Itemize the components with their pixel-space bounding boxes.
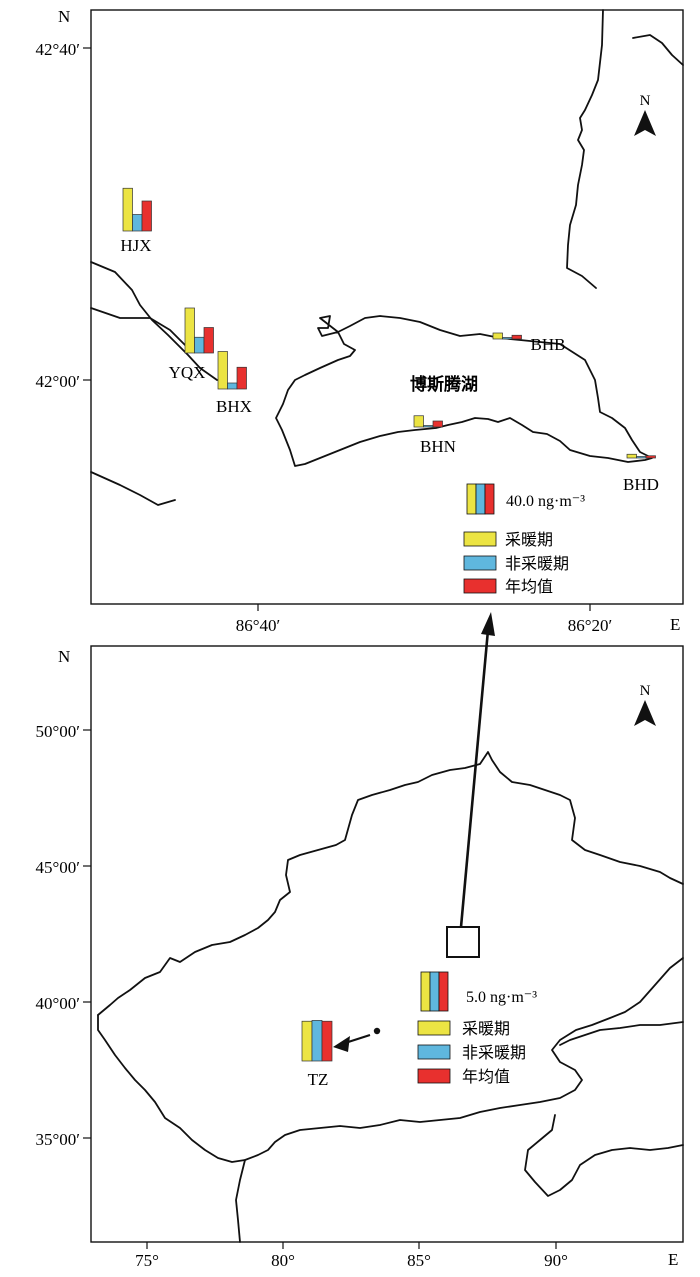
province-border [524, 1114, 684, 1197]
legend-swatch-annual [417, 1068, 451, 1084]
lower-compass-icon: N [634, 683, 656, 726]
upper-station-bars [122, 187, 656, 459]
lower-lat-label: 45°00′ [35, 858, 80, 877]
lower-lat-label: 50°00′ [35, 722, 80, 741]
bar-bhn-non-heating [423, 425, 434, 428]
station-label-bhd: BHD [623, 475, 659, 494]
bar-bhd-heating [626, 453, 637, 459]
legend-label-annual: 年均值 [462, 1067, 510, 1086]
lower-lon-label: 75° [135, 1251, 159, 1270]
tz-pointer-arrowhead-icon [333, 1036, 350, 1052]
station-label-bhx: BHX [216, 397, 252, 416]
connector-line [459, 629, 490, 928]
tz-location-dot [373, 1027, 381, 1035]
bar-hjx-heating [122, 187, 133, 232]
bar-bhx-annual [236, 366, 247, 390]
bar-yqx-heating [184, 307, 195, 354]
bar-bhb-annual [511, 334, 522, 340]
station-label-hjx: HJX [120, 236, 151, 255]
bar-bhn-annual [432, 420, 443, 428]
lower-axis-east-label: E [668, 1250, 678, 1269]
province-border [235, 1159, 246, 1243]
upper-axis-east-label: E [670, 615, 680, 634]
river-line [632, 34, 684, 66]
upper-scale-label: 40.0 ng·m⁻³ [506, 493, 585, 510]
lower-lon-label: 90° [544, 1251, 568, 1270]
legend-swatch-non-heating [417, 1044, 451, 1060]
lower-map: N E 50°00′ 45°00′ 40°00′ 35°00′ 75° 80° … [35, 645, 684, 1270]
upper-lat-label: 42°00′ [35, 372, 80, 391]
lake-name-label: 博斯腾湖 [410, 374, 478, 395]
bar-bhn-heating [413, 415, 424, 428]
bar-bhd-non-heating [636, 456, 647, 459]
bar-yqx-non-heating [194, 336, 205, 354]
river-line [566, 9, 604, 289]
scale-bar-non-heating [429, 971, 440, 1012]
connector-arrowhead-icon [481, 612, 495, 636]
scale-bar-non-heating [475, 483, 486, 515]
bar-bhb-non-heating [502, 337, 513, 340]
lower-lat-label: 35°00′ [35, 1130, 80, 1149]
bar-bhd-annual [645, 455, 656, 459]
scale-bar-annual [484, 483, 495, 515]
upper-lon-label: 86°20′ [568, 616, 613, 635]
lower-scale-label: 5.0 ng·m⁻³ [466, 989, 537, 1006]
north-arrow-icon [634, 700, 656, 726]
legend-label-annual: 年均值 [505, 577, 553, 596]
lower-lon-label: 80° [271, 1251, 295, 1270]
region-border [97, 957, 684, 1163]
legend-swatch-heating [463, 531, 497, 547]
station-label-bhb: BHB [531, 335, 566, 354]
legend-label-heating: 采暖期 [505, 530, 553, 549]
legend-label-non-heating: 非采暖期 [462, 1043, 526, 1062]
lower-legend: 采暖期 非采暖期 年均值 [417, 1019, 526, 1086]
scale-bar-annual [438, 971, 449, 1012]
scale-bar-heating [466, 483, 477, 515]
river-line [90, 307, 186, 346]
legend-swatch-non-heating [463, 555, 497, 571]
tz-location-pointer [333, 1027, 381, 1052]
bar-bhx-non-heating [227, 382, 238, 390]
upper-legend: 采暖期 非采暖期 年均值 [463, 530, 569, 596]
lower-scale-bar: 5.0 ng·m⁻³ [420, 971, 537, 1012]
station-label-yqx: YQX [169, 363, 206, 382]
bar-bhb-heating [492, 332, 503, 340]
bar-tz-annual [321, 1020, 333, 1062]
legend-label-non-heating: 非采暖期 [505, 554, 569, 573]
bar-hjx-non-heating [132, 214, 143, 232]
province-border [559, 1021, 684, 1046]
svg-text:N: N [640, 683, 651, 699]
bar-tz-heating [301, 1020, 313, 1062]
bar-bhx-heating [217, 351, 228, 390]
upper-axis-north-label: N [58, 7, 70, 26]
lower-lon-label: 85° [407, 1251, 431, 1270]
bar-tz-non-heating [311, 1020, 323, 1062]
legend-swatch-annual [463, 578, 497, 594]
bar-hjx-annual [141, 200, 152, 232]
scale-bar-heating [420, 971, 431, 1012]
north-arrow-icon [634, 110, 656, 136]
lower-axis-north-label: N [58, 647, 70, 666]
bosten-lake [275, 315, 653, 467]
bar-yqx-annual [203, 327, 214, 354]
inset-connector-arrow [459, 612, 495, 928]
upper-lon-label: 86°40′ [236, 616, 281, 635]
legend-swatch-heating [417, 1020, 451, 1036]
station-label-tz: TZ [308, 1070, 329, 1089]
legend-label-heating: 采暖期 [462, 1019, 510, 1038]
station-label-bhn: BHN [420, 437, 456, 456]
upper-map: N E 42°40′ 42°00′ 86°40′ 86°20′ 博斯腾湖 N H… [35, 7, 684, 635]
upper-lat-label: 42°40′ [35, 40, 80, 59]
study-area-box [446, 926, 480, 958]
region-border [97, 751, 684, 1016]
lower-station-bars [301, 1020, 333, 1062]
lower-lat-label: 40°00′ [35, 994, 80, 1013]
svg-text:N: N [640, 93, 651, 109]
river-line [90, 471, 176, 506]
upper-compass-icon: N [634, 93, 656, 136]
upper-scale-bar: 40.0 ng·m⁻³ [466, 483, 585, 515]
upper-map-frame [90, 9, 684, 605]
lower-map-frame [90, 645, 684, 1243]
